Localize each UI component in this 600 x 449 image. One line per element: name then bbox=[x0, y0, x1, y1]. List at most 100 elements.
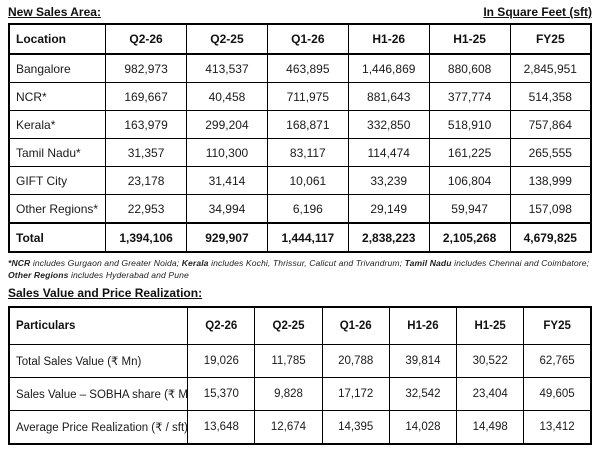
cell-value: 332,850 bbox=[347, 110, 430, 139]
footnote: *NCR includes Gurgaon and Greater Noida;… bbox=[8, 257, 592, 281]
cell-value: 62,765 bbox=[523, 344, 592, 379]
section-title-sales-value: Sales Value and Price Realization: bbox=[8, 286, 203, 301]
cell-value: 1,446,869 bbox=[347, 53, 430, 83]
t2-col-h1-25: H1-25 bbox=[456, 306, 525, 346]
cell-value: 110,300 bbox=[186, 138, 268, 167]
cell-value: 377,774 bbox=[428, 82, 511, 111]
cell-value: 161,225 bbox=[428, 138, 511, 167]
cell-value: 265,555 bbox=[509, 138, 592, 167]
cell-value: 413,537 bbox=[186, 53, 268, 83]
cell-value: 757,864 bbox=[509, 110, 592, 139]
cell-value: 518,910 bbox=[428, 110, 511, 139]
t1-col-q2-25: Q2-25 bbox=[186, 23, 268, 55]
cell-value: 880,608 bbox=[428, 53, 511, 83]
cell-value: 163,979 bbox=[105, 110, 187, 139]
cell-value: 13,648 bbox=[187, 410, 256, 445]
t1-col-q1-26: Q1-26 bbox=[266, 23, 349, 55]
row-label: Tamil Nadu* bbox=[8, 138, 107, 167]
cell-value: 23,178 bbox=[105, 166, 187, 195]
cell-value: 40,458 bbox=[186, 82, 268, 111]
cell-value: 881,643 bbox=[347, 82, 430, 111]
t1-col-location: Location bbox=[8, 23, 107, 55]
footnote-text: includes Hyderabad and Pune bbox=[68, 270, 189, 281]
cell-value: 9,828 bbox=[254, 377, 323, 412]
footnote-term: Kerala bbox=[181, 258, 209, 268]
sales-value-table: Particulars Q2-26 Q2-25 Q1-26 H1-26 H1-2… bbox=[8, 306, 592, 446]
cell-value: 157,098 bbox=[509, 194, 592, 224]
row-label: Total Sales Value (₹ Mn) bbox=[8, 344, 189, 379]
t1-col-fy25: FY25 bbox=[509, 23, 592, 55]
cell-value: 14,498 bbox=[456, 410, 525, 445]
t1-row-total: Total 1,394,106 929,907 1,444,117 2,838,… bbox=[8, 222, 592, 253]
cell-value: 711,975 bbox=[266, 82, 349, 111]
t1-header-row: Location Q2-26 Q2-25 Q1-26 H1-26 H1-25 F… bbox=[8, 23, 592, 55]
cell-value: 929,907 bbox=[186, 222, 268, 253]
row-label: Average Price Realization (₹ / sft) bbox=[8, 410, 189, 445]
cell-value: 12,674 bbox=[254, 410, 323, 445]
row-label: Total bbox=[8, 222, 107, 253]
report-page: New Sales Area: In Square Feet (sft) Loc… bbox=[8, 5, 592, 446]
footnote-text: includes Chennai and Coimbatore; bbox=[451, 258, 590, 268]
t2-row-total-sales-value: Total Sales Value (₹ Mn) 19,026 11,785 2… bbox=[8, 344, 592, 379]
t2-col-q2-25: Q2-25 bbox=[254, 306, 323, 346]
cell-value: 11,785 bbox=[254, 344, 323, 379]
footnote-text: includes Gurgaon and Greater Noida; bbox=[30, 258, 182, 268]
unit-label: In Square Feet (sft) bbox=[483, 5, 592, 19]
cell-value: 514,358 bbox=[509, 82, 592, 111]
cell-value: 33,239 bbox=[347, 166, 430, 195]
t1-row-ncr: NCR* 169,667 40,458 711,975 881,643 377,… bbox=[8, 82, 592, 111]
t1-row-bangalore: Bangalore 982,973 413,537 463,895 1,446,… bbox=[8, 53, 592, 83]
row-label: Sales Value – SOBHA share (₹ Mn) bbox=[8, 377, 189, 412]
cell-value: 39,814 bbox=[388, 344, 458, 379]
cell-value: 34,994 bbox=[186, 194, 268, 224]
row-label: NCR* bbox=[8, 82, 107, 111]
cell-value: 299,204 bbox=[186, 110, 268, 139]
cell-value: 30,522 bbox=[456, 344, 525, 379]
row-label: Other Regions* bbox=[8, 194, 107, 224]
t2-col-q1-26: Q1-26 bbox=[321, 306, 390, 346]
cell-value: 982,973 bbox=[105, 53, 187, 83]
section-title-new-sales-area: New Sales Area: bbox=[8, 5, 101, 19]
cell-value: 32,542 bbox=[388, 377, 458, 412]
footnote-text: includes Kochi, Thrissur, Calicut and Tr… bbox=[208, 258, 405, 268]
t1-row-gift-city: GIFT City 23,178 31,414 10,061 33,239 10… bbox=[8, 166, 592, 195]
cell-value: 31,357 bbox=[105, 138, 187, 167]
cell-value: 2,845,951 bbox=[509, 53, 592, 83]
t1-col-h1-26: H1-26 bbox=[347, 23, 430, 55]
t1-col-q2-26: Q2-26 bbox=[105, 23, 187, 55]
footnote-term: Tamil Nadu bbox=[404, 258, 452, 268]
cell-value: 59,947 bbox=[428, 194, 511, 224]
t2-row-sobha-share: Sales Value – SOBHA share (₹ Mn) 15,370 … bbox=[8, 377, 592, 412]
cell-value: 83,117 bbox=[266, 138, 349, 167]
footnote-term: *NCR bbox=[8, 258, 31, 268]
t2-row-avg-price-realization: Average Price Realization (₹ / sft) 13,6… bbox=[8, 410, 592, 445]
t2-col-fy25: FY25 bbox=[523, 306, 592, 346]
cell-value: 23,404 bbox=[456, 377, 525, 412]
cell-value: 169,667 bbox=[105, 82, 187, 111]
t2-col-q2-26: Q2-26 bbox=[187, 306, 256, 346]
cell-value: 14,395 bbox=[321, 410, 390, 445]
cell-value: 138,999 bbox=[509, 166, 592, 195]
t2-col-h1-26: H1-26 bbox=[388, 306, 458, 346]
cell-value: 20,788 bbox=[321, 344, 390, 379]
cell-value: 114,474 bbox=[347, 138, 430, 167]
cell-value: 15,370 bbox=[187, 377, 256, 412]
cell-value: 22,953 bbox=[105, 194, 187, 224]
t1-row-other-regions: Other Regions* 22,953 34,994 6,196 29,14… bbox=[8, 194, 592, 224]
cell-value: 1,444,117 bbox=[266, 222, 349, 253]
t1-row-kerala: Kerala* 163,979 299,204 168,871 332,850 … bbox=[8, 110, 592, 139]
cell-value: 6,196 bbox=[266, 194, 349, 224]
cell-value: 14,028 bbox=[388, 410, 458, 445]
cell-value: 106,804 bbox=[428, 166, 511, 195]
cell-value: 49,605 bbox=[523, 377, 592, 412]
cell-value: 463,895 bbox=[266, 53, 349, 83]
cell-value: 168,871 bbox=[266, 110, 349, 139]
cell-value: 13,412 bbox=[523, 410, 592, 445]
t2-col-particulars: Particulars bbox=[8, 306, 189, 346]
footnote-term: Other Regions bbox=[8, 270, 69, 281]
cell-value: 29,149 bbox=[347, 194, 430, 224]
row-label: GIFT City bbox=[8, 166, 107, 195]
t1-col-h1-25: H1-25 bbox=[428, 23, 511, 55]
t2-header-row: Particulars Q2-26 Q2-25 Q1-26 H1-26 H1-2… bbox=[8, 306, 592, 346]
row-label: Bangalore bbox=[8, 53, 107, 83]
